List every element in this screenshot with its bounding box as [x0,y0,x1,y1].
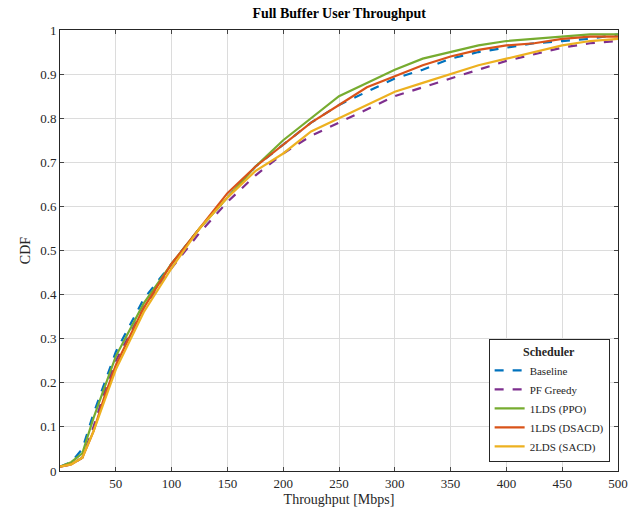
svg-text:Throughput [Mbps]: Throughput [Mbps] [284,492,395,507]
svg-text:0.1: 0.1 [40,419,56,434]
svg-text:0.3: 0.3 [40,331,56,346]
svg-text:400: 400 [497,476,517,491]
svg-text:0.7: 0.7 [40,155,57,170]
svg-text:250: 250 [329,476,349,491]
svg-text:1LDS (DSACD): 1LDS (DSACD) [530,422,604,435]
svg-text:Full Buffer User Throughput: Full Buffer User Throughput [252,6,426,21]
svg-text:1LDS (PPO): 1LDS (PPO) [530,403,587,416]
svg-text:0: 0 [50,464,57,479]
svg-text:CDF: CDF [18,237,33,264]
svg-text:Baseline: Baseline [530,365,568,377]
svg-text:PF Greedy: PF Greedy [530,384,578,396]
svg-text:2LDS (SACD): 2LDS (SACD) [530,441,596,454]
svg-text:Scheduler: Scheduler [523,345,575,359]
svg-text:100: 100 [162,476,182,491]
svg-text:350: 350 [441,476,461,491]
svg-text:50: 50 [109,476,122,491]
svg-text:0.5: 0.5 [40,243,56,258]
svg-text:0.9: 0.9 [40,67,56,82]
svg-text:300: 300 [385,476,405,491]
svg-text:0.4: 0.4 [40,287,57,302]
svg-text:150: 150 [218,476,238,491]
svg-text:0.6: 0.6 [40,199,57,214]
svg-text:450: 450 [552,476,572,491]
svg-text:200: 200 [273,476,293,491]
svg-text:0.2: 0.2 [40,375,56,390]
svg-text:0.8: 0.8 [40,111,56,126]
svg-text:500: 500 [608,476,628,491]
svg-text:1: 1 [50,23,57,38]
